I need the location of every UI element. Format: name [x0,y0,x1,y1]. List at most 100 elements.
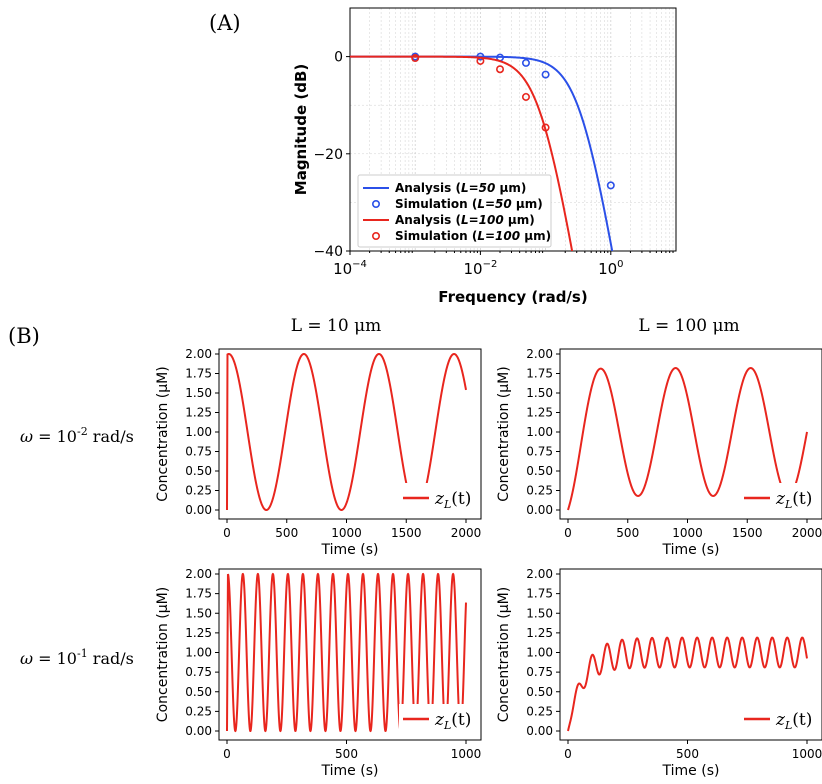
legend: zL(t) [740,483,818,513]
y-tick-label: −20 [313,147,343,163]
x-tick-label: 10−4 [333,259,367,278]
y-tick-label: 0.75 [185,445,212,459]
x-tick-label: 500 [275,526,298,540]
y-axis-label: Concentration (μM) [496,587,512,722]
y-tick-label: 1.75 [526,367,553,381]
y-tick-label: 2.00 [526,347,553,361]
row-label-unit: rad/s [88,427,134,446]
y-tick-label: 0 [334,50,343,66]
y-tick-label: 0.50 [185,685,212,699]
y-tick-label: 1.25 [526,626,553,640]
series-line [567,636,808,732]
y-tick-label: 1.25 [185,626,212,640]
x-tick-label: 1000 [672,526,703,540]
legend-symbol: z [775,710,786,730]
series-marker [541,70,550,79]
y-tick-label: 1.50 [526,386,553,400]
y-tick-label: 1.75 [185,587,212,601]
y-tick-label: 1.50 [526,606,553,620]
row-label-eq: = 10 [33,649,77,668]
time-series-chart-omega-1e-1-l10: 0.00 0.25 0.50 0.75 1.00 1.25 1.50 1.75 2.00 0 500… [155,567,482,779]
x-tick-label: 1000 [451,747,482,761]
x-tick-label: 0 [564,526,572,540]
y-tick-label: 1.25 [185,406,212,420]
legend-prefix: Analysis ( [395,213,461,227]
x-tick-label: 500 [335,747,358,761]
legend-entry-label: Analysis (L=50 μm) [395,181,526,195]
legend-subscript: L [784,719,792,732]
series-line [350,55,574,251]
legend-prefix: Simulation ( [395,197,477,211]
y-tick-label: 1.25 [526,406,553,420]
legend-label: zL(t) [775,710,812,732]
tick-base: 10 [598,260,617,278]
x-axis-label: Time (s) [662,763,720,779]
legend-symbol: z [434,710,445,730]
x-tick-label: 500 [676,747,699,761]
y-tick-label: 1.75 [526,587,553,601]
y-tick-label: 0.75 [526,665,553,679]
legend-marker-swatch [371,200,380,209]
y-tick-label: 0.50 [526,464,553,478]
legend-entry-label: Simulation (L=100 μm) [395,229,551,243]
y-tick-label: 1.50 [185,386,212,400]
legend-subscript: L [784,498,792,511]
x-tick-label: 2000 [792,526,822,540]
y-tick-label: 0.75 [526,445,553,459]
legend: zL(t) [399,483,477,513]
legend-argument: (t) [792,710,812,730]
legend-label: zL(t) [775,489,812,511]
y-tick-label: 1.00 [526,425,553,439]
legend-box [357,174,552,248]
legend-prefix: Simulation ( [395,229,477,243]
y-tick-label: 0.50 [185,464,212,478]
y-axis-label: Magnitude (dB) [292,64,310,195]
legend-subscript: L [443,719,451,732]
tick-base: 10 [333,260,352,278]
series-marker [476,56,485,65]
panel-b-label: (B) [8,324,40,348]
legend-suffix: μm) [495,181,526,195]
grid [349,7,676,252]
y-tick-label: 0.25 [185,704,212,718]
legend-entry-label: Analysis (L=100 μm) [395,213,535,227]
column-title-l10: L = 10 μm [291,316,382,336]
legend: zL(t) [399,704,477,734]
omega-symbol: ω [20,427,33,446]
legend: Analysis (L=50 μm)Simulation (L=50 μm)An… [357,174,552,248]
plot-frame [218,348,482,520]
plot-frame [559,348,822,520]
y-tick-label: 2.00 [185,347,212,361]
y-axis-label: Concentration (μM) [155,366,171,501]
y-tick-label: 1.75 [185,367,212,381]
legend-suffix: μm) [504,213,535,227]
plot-frame [559,568,822,741]
x-tick-label: 1000 [331,526,362,540]
legend-label: zL(t) [434,489,471,511]
y-tick-label: 0.00 [185,503,212,517]
x-axis-label: Time (s) [662,542,720,558]
y-tick-label: 0.50 [526,685,553,699]
x-tick-label: 100 [598,259,623,278]
legend-symbol: z [775,489,786,509]
series-marker [541,123,550,132]
time-series-chart-omega-1e-2-l100: 0.00 0.25 0.50 0.75 1.00 1.25 1.50 1.75 2.00 0 500… [496,347,822,558]
row-label-exponent: -2 [77,425,88,438]
y-tick-label: 1.00 [526,646,553,660]
series-marker [521,92,530,101]
x-tick-label: 2000 [451,526,482,540]
legend-suffix: μm) [512,197,543,211]
x-tick-label: 0 [223,747,231,761]
series-marker [521,58,530,67]
y-tick-label: 0.00 [526,503,553,517]
time-series-chart-omega-1e-1-l100: 0.00 0.25 0.50 0.75 1.00 1.25 1.50 1.75 2.00 0 500… [496,567,822,779]
column-title-l100: L = 100 μm [638,316,739,336]
legend-italic: L=100 [477,229,520,243]
legend-italic: L=50 [477,197,511,211]
series-line [567,367,808,511]
y-tick-label: 1.00 [185,425,212,439]
y-tick-label: 0.25 [185,484,212,498]
tick-base: 10 [463,260,482,278]
